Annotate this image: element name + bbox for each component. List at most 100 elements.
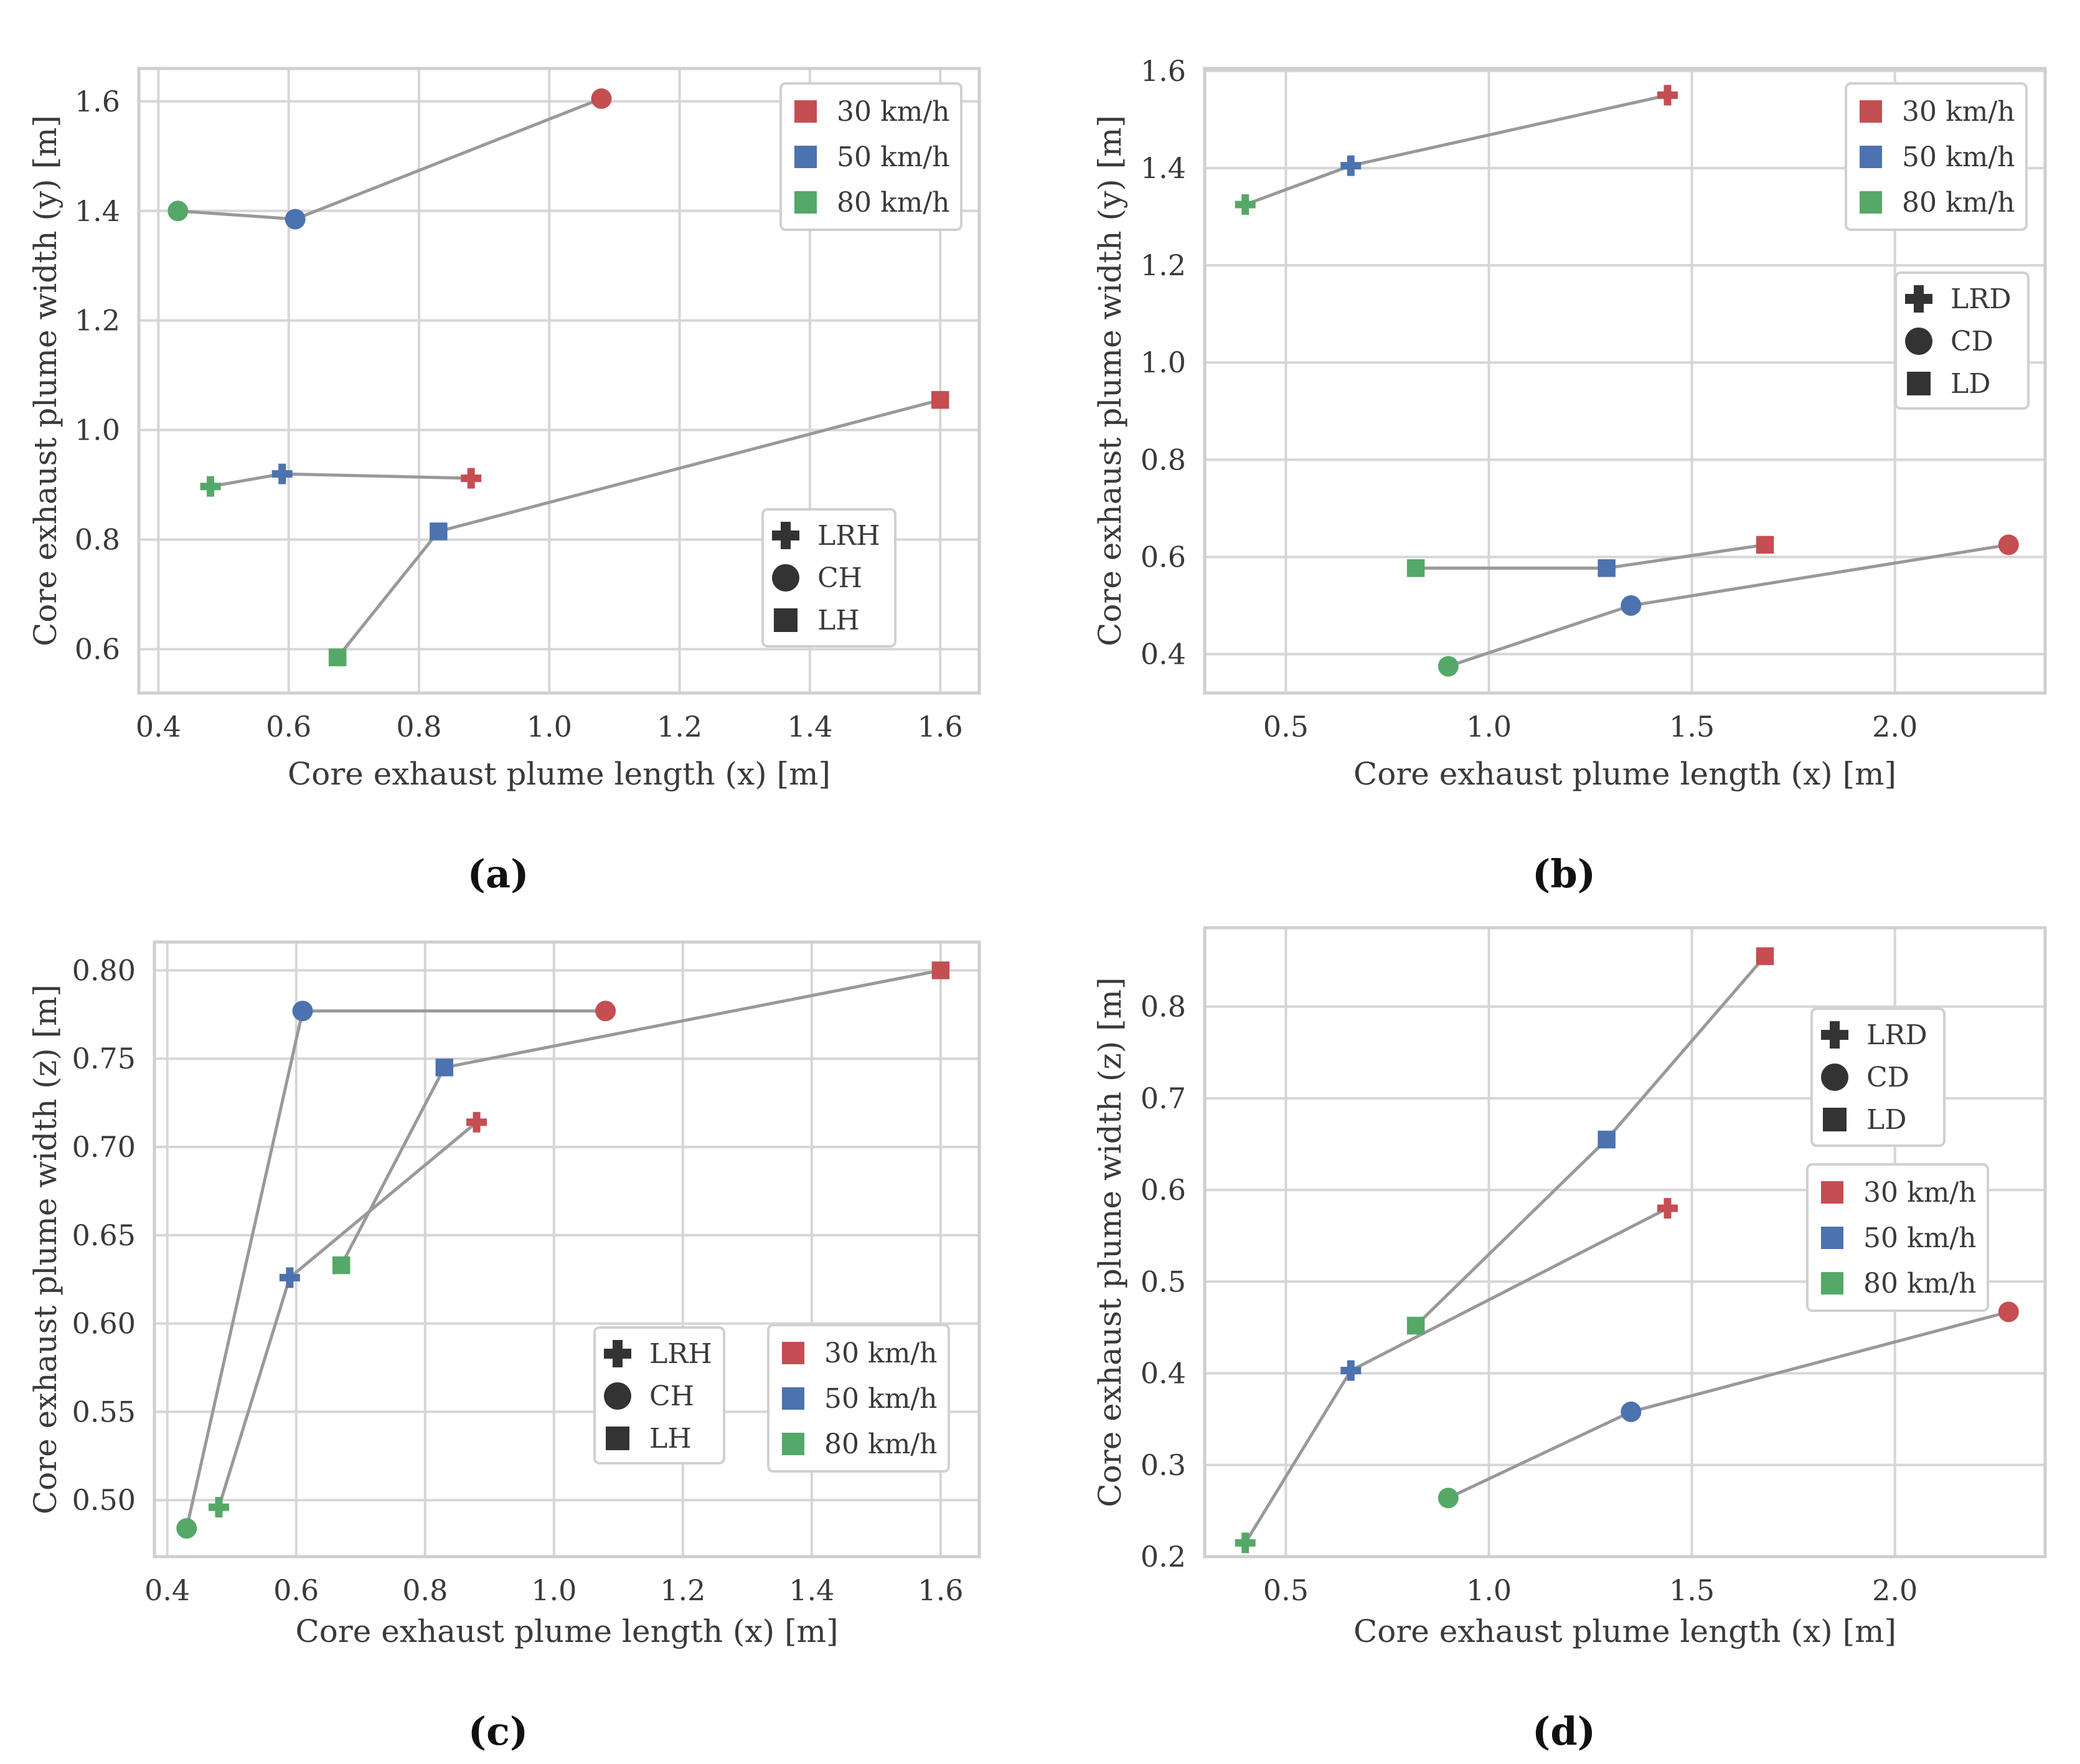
x-tick-label: 1.5 <box>1669 710 1715 743</box>
data-point-lrd <box>1235 194 1256 215</box>
marker-legend-label: LRD <box>1951 283 2012 315</box>
data-point-ld <box>1406 559 1425 577</box>
data-point-cd <box>1998 534 2019 555</box>
data-point-lrd <box>1657 1198 1678 1219</box>
x-tick-label: 2.0 <box>1872 1573 1918 1607</box>
speed-legend-label: 80 km/h <box>824 1428 938 1460</box>
x-axis-label: Core exhaust plume length (x) [m] <box>1353 756 1896 792</box>
data-point-lh <box>435 1059 454 1077</box>
marker-legend-circle-icon <box>604 1382 631 1410</box>
data-point-ch <box>292 1001 313 1022</box>
data-point-ld <box>1756 947 1774 965</box>
data-point-lrh <box>209 1497 230 1518</box>
speed-legend <box>1845 82 2028 231</box>
y-tick-label: 0.6 <box>1141 540 1186 573</box>
y-tick-label: 1.4 <box>1141 151 1186 185</box>
speed-legend-label: 50 km/h <box>1863 1222 1977 1254</box>
x-tick-label: 1.4 <box>789 1573 834 1607</box>
speed-legend-swatch <box>1860 100 1882 123</box>
x-tick-label: 1.2 <box>657 710 702 743</box>
plot-frame <box>1203 67 2047 695</box>
x-tick-label: 1.2 <box>660 1573 705 1607</box>
marker-legend-plus-icon <box>1821 1021 1848 1049</box>
y-tick-label: 1.0 <box>1141 346 1186 379</box>
speed-legend-label: 80 km/h <box>837 187 950 219</box>
caption-d: (d) <box>1532 1709 1596 1754</box>
marker-legend-label: CD <box>1951 326 1993 357</box>
x-tick-label: 0.4 <box>144 1573 190 1607</box>
caption-c: (c) <box>468 1709 528 1754</box>
marker-legend-square-icon <box>606 1427 629 1450</box>
y-tick-label: 0.70 <box>72 1130 136 1164</box>
data-point-ld <box>1756 535 1774 554</box>
y-tick-label: 0.50 <box>72 1483 136 1517</box>
speed-legend-swatch <box>1821 1227 1843 1249</box>
x-tick-label: 0.6 <box>273 1573 319 1607</box>
caption-b: (b) <box>1532 851 1596 897</box>
speed-legend <box>767 1324 950 1473</box>
x-tick-label: 0.5 <box>1263 1573 1309 1607</box>
speed-legend-swatch <box>1860 146 1882 168</box>
marker-legend-plus-icon <box>604 1340 631 1367</box>
speed-legend-swatch <box>1821 1181 1843 1204</box>
speed-legend-swatch <box>1860 191 1882 214</box>
y-tick-label: 0.4 <box>1141 638 1186 671</box>
y-tick-label: 1.4 <box>75 194 120 228</box>
speed-legend-label: 30 km/h <box>1863 1177 1977 1209</box>
data-point-lrd <box>1235 1532 1256 1554</box>
chart-panel-d: 0.5 1.0 1.5 2.0 0.2 0.3 0.4 0.5 0.6 0.7 0.8 Core ex… <box>1092 926 2047 1649</box>
data-point-ld <box>1598 1130 1616 1149</box>
speed-legend-label: 30 km/h <box>837 96 950 128</box>
x-tick-label: 1.6 <box>918 710 963 743</box>
data-point-lrd <box>1340 1360 1362 1381</box>
x-axis-label: Core exhaust plume length (x) [m] <box>1353 1613 1896 1649</box>
y-tick-label: 0.5 <box>1141 1265 1186 1298</box>
data-point-lrh <box>466 1111 487 1133</box>
data-point-lh <box>931 961 950 979</box>
marker-legend-label: LH <box>649 1423 692 1455</box>
y-tick-label: 1.2 <box>1141 248 1186 282</box>
y-tick-label: 1.6 <box>75 85 120 118</box>
marker-legend-circle-icon <box>1821 1064 1848 1091</box>
y-tick-label: 0.80 <box>72 953 136 987</box>
y-axis-label: Core exhaust plume width (y) [m] <box>1092 115 1128 646</box>
y-axis-label: Core exhaust plume width (z) [m] <box>1092 977 1128 1507</box>
y-tick-label: 0.6 <box>75 633 120 666</box>
y-tick-label: 0.7 <box>1141 1082 1186 1115</box>
marker-legend-square-icon <box>1907 372 1931 395</box>
marker-legend-label: LD <box>1866 1104 1907 1136</box>
y-tick-label: 0.65 <box>72 1219 136 1252</box>
y-tick-label: 0.3 <box>1141 1448 1186 1482</box>
speed-legend-label: 30 km/h <box>1902 96 2015 128</box>
data-point-lh <box>332 1256 351 1275</box>
data-point-lrh <box>279 1267 300 1288</box>
speed-legend-swatch <box>794 100 817 123</box>
speed-legend-swatch <box>782 1342 804 1364</box>
plot-frame <box>1203 926 2047 1559</box>
marker-legend-square-icon <box>1823 1108 1847 1131</box>
data-point-cd <box>1438 1488 1459 1509</box>
data-point-ch <box>591 88 612 109</box>
data-point-cd <box>1621 595 1642 616</box>
y-axis-label: Core exhaust plume width (z) [m] <box>27 984 64 1514</box>
x-axis-label: Core exhaust plume length (x) [m] <box>296 1613 839 1649</box>
data-point-ld <box>1406 1316 1425 1335</box>
marker-legend-label: CH <box>649 1380 694 1412</box>
data-point-lh <box>931 391 949 409</box>
y-tick-label: 0.55 <box>72 1395 136 1428</box>
data-point-ld <box>1598 559 1616 577</box>
speed-legend-label: 80 km/h <box>1902 187 2015 219</box>
speed-legend-swatch <box>1821 1272 1843 1295</box>
marker-legend-label: LRH <box>649 1338 712 1370</box>
speed-legend-swatch <box>782 1433 804 1455</box>
marker-legend-plus-icon <box>1905 285 1932 313</box>
marker-legend-circle-icon <box>1905 328 1932 355</box>
x-tick-label: 0.6 <box>266 710 311 743</box>
y-tick-label: 0.60 <box>72 1307 136 1341</box>
x-tick-label: 2.0 <box>1872 710 1918 743</box>
speed-legend-label: 50 km/h <box>837 141 950 173</box>
x-axis-label: Core exhaust plume length (x) [m] <box>288 756 831 792</box>
marker-legend-label: CD <box>1866 1062 1909 1093</box>
marker-legend-square-icon <box>774 608 798 632</box>
